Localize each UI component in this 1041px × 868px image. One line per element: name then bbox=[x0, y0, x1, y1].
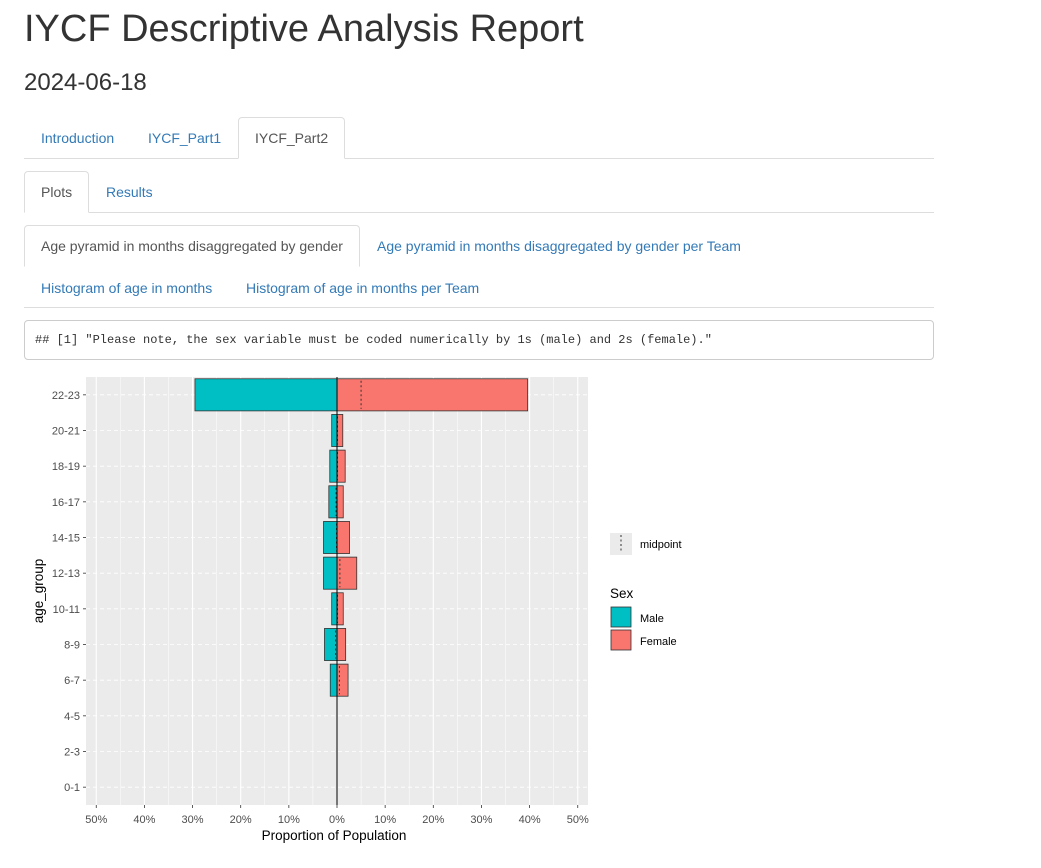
bar-female-16-17 bbox=[336, 485, 344, 519]
main-tabs: Introduction IYCF_Part1 IYCF_Part2 bbox=[24, 117, 934, 159]
legend: midpoint Sex Male Female bbox=[610, 533, 682, 651]
legend-key-male bbox=[610, 606, 632, 628]
bar-female-18-19 bbox=[336, 449, 346, 483]
plot-tabs: Age pyramid in months disaggregated by g… bbox=[24, 225, 934, 308]
y-tick-label: 10-11 bbox=[53, 604, 80, 616]
tab-iycf-part1[interactable]: IYCF_Part1 bbox=[148, 130, 222, 146]
y-tick-label: 20-21 bbox=[52, 426, 80, 438]
report-title: IYCF Descriptive Analysis Report bbox=[24, 8, 584, 50]
y-tick-label: 8-9 bbox=[64, 640, 80, 652]
bar-male-10-11 bbox=[331, 592, 338, 626]
y-tick-label: 4-5 bbox=[64, 711, 80, 723]
x-tick-label: 30% bbox=[182, 814, 204, 826]
bar-male-14-15 bbox=[323, 521, 338, 554]
bar-female-22-23 bbox=[336, 378, 529, 412]
x-tick-label: 10% bbox=[374, 814, 396, 826]
x-tick-label: 40% bbox=[133, 814, 155, 826]
sub-tabs: Plots Results bbox=[24, 171, 934, 213]
x-axis-title: Proportion of Population bbox=[262, 828, 407, 843]
bar-male-12-13 bbox=[323, 556, 338, 590]
legend-label-male: Male bbox=[640, 613, 664, 625]
bar-female-8-9 bbox=[336, 628, 347, 661]
x-tick-label: 50% bbox=[85, 814, 107, 826]
tab-histogram-age-per-team[interactable]: Histogram of age in months per Team bbox=[246, 280, 480, 296]
x-tick-label: 20% bbox=[230, 814, 252, 826]
console-output: ## [1] "Please note, the sex variable mu… bbox=[24, 320, 934, 360]
y-tick-label: 14-15 bbox=[52, 533, 80, 545]
bar-female-14-15 bbox=[336, 521, 350, 554]
tab-results[interactable]: Results bbox=[106, 184, 153, 200]
x-tick-label: 40% bbox=[519, 814, 541, 826]
x-tick-label: 0% bbox=[329, 814, 345, 826]
bar-male-20-21 bbox=[331, 414, 338, 447]
y-tick-label: 18-19 bbox=[52, 461, 80, 473]
y-tick-label: 2-3 bbox=[64, 747, 80, 759]
x-tick-label: 10% bbox=[278, 814, 300, 826]
tab-histogram-age[interactable]: Histogram of age in months bbox=[41, 280, 213, 296]
tab-plots[interactable]: Plots bbox=[24, 171, 90, 213]
x-tick-label: 30% bbox=[470, 814, 492, 826]
tab-age-pyramid[interactable]: Age pyramid in months disaggregated by g… bbox=[24, 225, 360, 267]
tab-age-pyramid-per-team[interactable]: Age pyramid in months disaggregated by g… bbox=[377, 238, 741, 254]
legend-label-female: Female bbox=[640, 636, 677, 648]
report-date: 2024-06-18 bbox=[24, 69, 147, 96]
bar-male-18-19 bbox=[329, 449, 338, 483]
x-tick-label: 50% bbox=[567, 814, 589, 826]
legend-title: Sex bbox=[610, 586, 634, 601]
tab-introduction[interactable]: Introduction bbox=[41, 130, 115, 146]
x-tick-label: 20% bbox=[422, 814, 444, 826]
bar-male-6-7 bbox=[329, 663, 338, 697]
y-tick-label: 22-23 bbox=[52, 390, 80, 402]
y-tick-label: 16-17 bbox=[52, 497, 80, 509]
legend-key-female bbox=[610, 629, 632, 651]
y-tick-label: 6-7 bbox=[64, 675, 80, 687]
y-tick-label: 12-13 bbox=[52, 568, 80, 580]
tab-iycf-part2[interactable]: IYCF_Part2 bbox=[238, 117, 346, 159]
y-axis-title: age_group bbox=[31, 559, 46, 624]
legend-midpoint-label: midpoint bbox=[640, 539, 682, 551]
y-tick-label: 0-1 bbox=[64, 782, 80, 794]
bar-male-22-23 bbox=[194, 378, 338, 412]
bar-female-6-7 bbox=[336, 663, 349, 697]
